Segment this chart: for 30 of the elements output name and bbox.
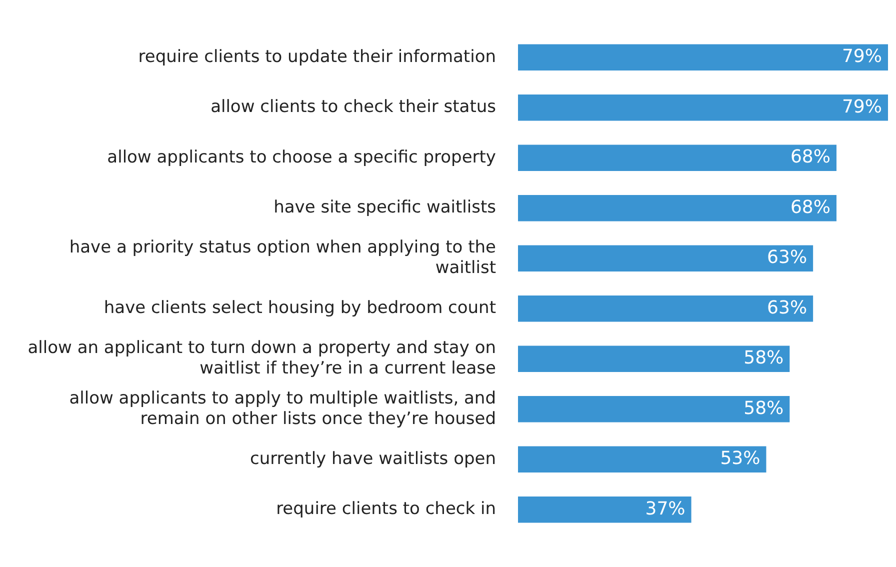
bar	[518, 496, 692, 523]
y-tick-label: allow clients to check their status	[210, 97, 496, 118]
data-label: 63%	[767, 247, 808, 268]
y-tick-label: require clients to check in	[276, 499, 496, 520]
data-label: 63%	[767, 297, 808, 318]
y-tick-label: have a priority status option when applying to the waitlist	[69, 238, 496, 278]
data-label: 79%	[842, 96, 882, 118]
data-label: 58%	[744, 398, 784, 419]
y-tick-label: currently have waitlists open	[250, 448, 496, 469]
bar	[518, 94, 888, 121]
bar	[518, 346, 790, 372]
y-tick-label: allow applicants to choose a specific property	[107, 147, 496, 168]
data-label: 37%	[645, 498, 686, 520]
y-tick-label: have site specific waitlists	[274, 198, 496, 218]
bar	[518, 144, 836, 171]
bar	[518, 446, 766, 473]
data-label: 68%	[790, 146, 830, 168]
data-label: 58%	[744, 348, 784, 369]
data-label: 68%	[790, 196, 830, 218]
y-tick-label: allow applicants to apply to multiple waitlists, and remain on other lists once they’re housed	[69, 388, 496, 429]
bar	[518, 194, 836, 222]
bar	[518, 245, 814, 272]
data-label: 53%	[720, 448, 760, 470]
bar	[518, 44, 888, 70]
bar	[518, 396, 790, 422]
y-tick-label: require clients to update their information	[138, 46, 496, 67]
data-label: 79%	[842, 46, 882, 67]
y-tick-label: have clients select housing by bedroom count	[104, 298, 496, 318]
y-tick-label: allow an applicant to turn down a property and stay on waitlist if they’re in a current lease	[28, 338, 496, 379]
bar	[518, 296, 814, 322]
